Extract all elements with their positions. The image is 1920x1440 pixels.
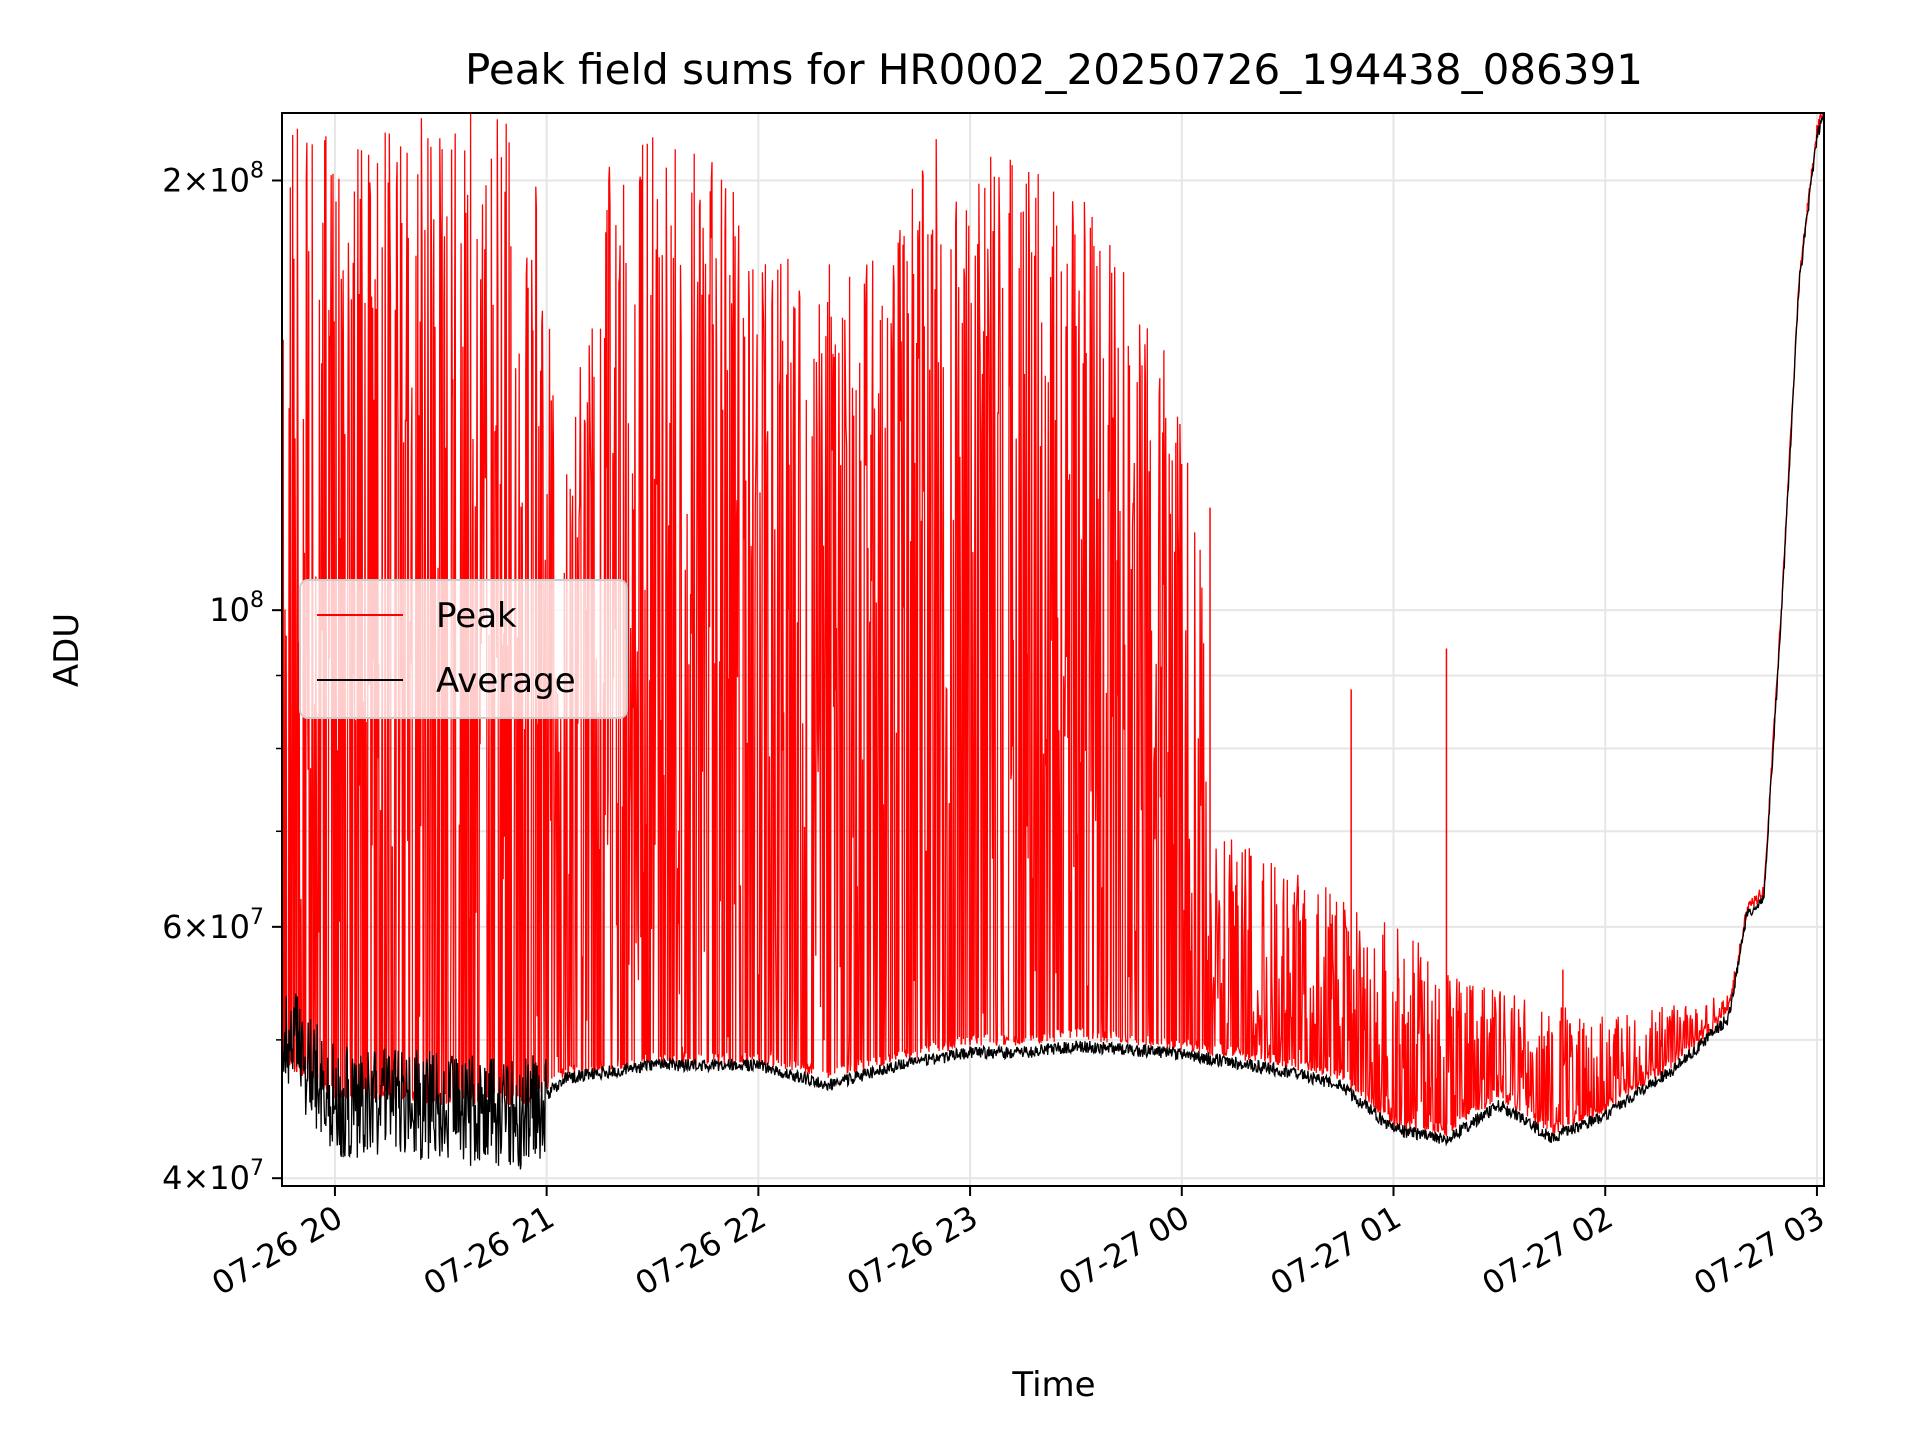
plot-frame [281,112,1825,1187]
y-tick-label: 108 [209,588,264,629]
y-tick-label: 6×107 [162,905,264,946]
legend-label-peak: Peak [436,596,517,636]
average-series [282,113,1824,1170]
x-axis-label: Time [1011,1365,1095,1405]
average-line [282,113,1824,1170]
y-axis-label: ADU [47,613,87,687]
peak-series [282,113,1824,1137]
legend: Peak Average [299,579,628,719]
chart-title: Peak field sums for HR0002_20250726_1944… [465,45,1643,94]
legend-label-average: Average [436,661,576,701]
y-tick-label: 4×107 [162,1156,264,1197]
y-tick-label: 2×108 [162,158,264,199]
